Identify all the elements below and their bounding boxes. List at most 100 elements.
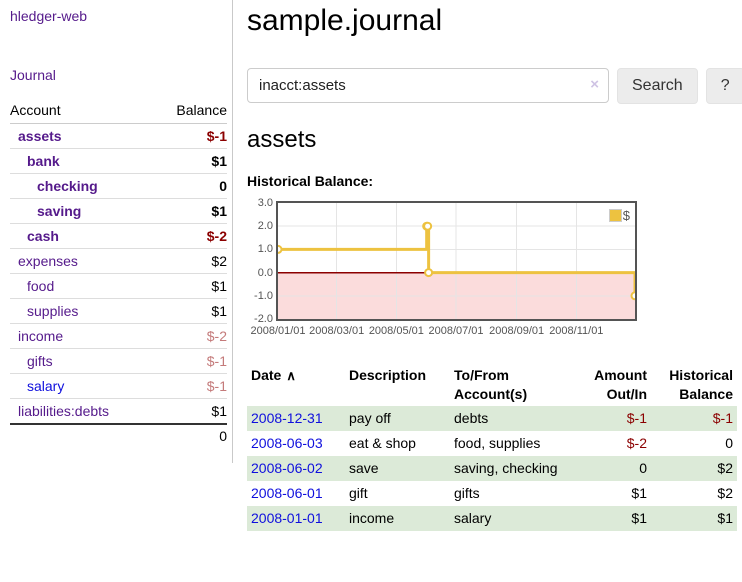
transaction-date-link[interactable]: 2008-12-31 (251, 410, 323, 426)
account-row: income $-2 (10, 323, 227, 349)
transaction-description: gift (349, 485, 368, 501)
y-axis-tick-label: 0.0 (257, 266, 273, 279)
account-row: saving $1 (10, 198, 227, 224)
transaction-accounts: food, supplies (454, 435, 541, 451)
historical-balance-chart[interactable]: $ 3.0 2.0 1.0 0.0 -1.0 -2.0 2008/01/01 2008/03/… (247, 197, 727, 343)
account-row: liabilities:debts $1 (10, 398, 227, 424)
sidebar-account-link[interactable]: income (18, 328, 64, 344)
sidebar-account-link[interactable]: liabilities:debts (18, 403, 110, 419)
search-button[interactable]: Search (617, 68, 698, 104)
sidebar-account-link[interactable]: cash (27, 228, 59, 244)
accounts-header-balance: Balance (153, 98, 227, 124)
transaction-accounts: saving, checking (454, 460, 558, 476)
register-column-label: Description (349, 367, 427, 383)
accounts-header-account: Account (10, 98, 154, 124)
sidebar-account-balance: $1 (153, 298, 227, 324)
sidebar-account-link[interactable]: food (27, 278, 55, 294)
sidebar: hledger-web Journal Account Balance asse… (0, 0, 233, 463)
search-form: × Search ? (247, 68, 742, 104)
transaction-accounts: gifts (454, 485, 480, 501)
sidebar-account-link[interactable]: assets (18, 128, 62, 144)
accounts-header-row: Account Balance (10, 98, 227, 124)
transaction-amount: $1 (631, 510, 647, 526)
account-row: expenses $2 (10, 248, 227, 274)
register-column-label: To/From Account(s) (454, 367, 528, 402)
x-axis-tick-label: 2008/07/01 (428, 325, 484, 337)
sidebar-account-link[interactable]: checking (37, 178, 98, 194)
account-row: food $1 (10, 273, 227, 299)
sidebar-account-balance: $-1 (153, 348, 227, 374)
accounts-total-row: 0 (10, 423, 227, 447)
legend-swatch-icon (608, 209, 622, 222)
transaction-accounts: salary (454, 510, 492, 526)
register-column-label: Historical Balance (669, 367, 733, 402)
y-axis-tick-label: -2.0 (254, 313, 273, 325)
search-box: × (247, 68, 609, 104)
help-button[interactable]: ? (705, 68, 742, 104)
transaction-description: save (349, 460, 379, 476)
account-row: salary $-1 (10, 373, 227, 399)
transaction-balance: $2 (717, 485, 733, 501)
sidebar-account-balance: $-1 (153, 373, 227, 399)
sidebar-account-balance: $1 (153, 398, 227, 424)
account-row: bank $1 (10, 148, 227, 174)
transaction-description: eat & shop (349, 435, 416, 451)
chart-legend: $ (608, 208, 630, 223)
sidebar-account-link[interactable]: expenses (18, 253, 78, 269)
transaction-amount: $-1 (626, 410, 647, 426)
app-title-link[interactable]: hledger-web (10, 8, 88, 24)
y-axis-tick-label: 2.0 (257, 220, 273, 233)
x-axis-tick-label: 2008/03/01 (309, 325, 365, 337)
register-column-label: Amount Out/In (594, 367, 647, 402)
transaction-balance: 0 (725, 435, 733, 451)
accounts-total-value: 0 (153, 423, 227, 447)
transaction-balance: $1 (717, 510, 733, 526)
accounts-table: Account Balance assets $-1 bank $1 checking 0… (10, 98, 227, 447)
x-axis-tick-label: 2008/11/01 (549, 325, 604, 337)
account-row: gifts $-1 (10, 348, 227, 374)
journal-link[interactable]: Journal (10, 67, 56, 83)
register-column-header[interactable]: Amount Out/In (564, 364, 651, 406)
transaction-amount: $1 (631, 485, 647, 501)
sidebar-account-link[interactable]: bank (27, 153, 60, 169)
legend-label: $ (622, 208, 630, 223)
account-row: supplies $1 (10, 298, 227, 324)
transaction-balance: $2 (717, 460, 733, 476)
transaction-description: income (349, 510, 395, 526)
sidebar-account-balance: 0 (153, 173, 227, 199)
sidebar-account-link[interactable]: gifts (27, 353, 53, 369)
account-row: cash $-2 (10, 223, 227, 249)
register-column-header[interactable]: Date ∧ (247, 364, 345, 406)
chart-plot-area[interactable]: $ (276, 201, 637, 321)
register-row: 2008-06-02 save saving, checking 0 $2 (247, 456, 737, 481)
register-table: Date ∧ Description To/From Account(s) Amount… (247, 364, 737, 531)
search-input[interactable] (247, 68, 609, 103)
transaction-date-link[interactable]: 2008-06-01 (251, 485, 323, 501)
register-header-row: Date ∧ Description To/From Account(s) Amount… (247, 364, 737, 406)
clear-search-icon[interactable]: × (590, 76, 599, 93)
accounts-total-spacer (10, 423, 154, 447)
transaction-date-link[interactable]: 2008-06-02 (251, 460, 323, 476)
register-row: 2008-01-01 income salary $1 $1 (247, 506, 737, 531)
main-content: sample.journal × Search ? assets Histori… (233, 0, 742, 531)
transaction-amount: 0 (639, 460, 647, 476)
transaction-date-link[interactable]: 2008-01-01 (251, 510, 323, 526)
transaction-description: pay off (349, 410, 391, 426)
page: hledger-web Journal Account Balance asse… (0, 0, 742, 531)
register-column-header[interactable]: Historical Balance (651, 364, 737, 406)
sidebar-account-link[interactable]: saving (37, 203, 82, 219)
transaction-date-link[interactable]: 2008-06-03 (251, 435, 323, 451)
sidebar-account-balance: $1 (153, 273, 227, 299)
register-column-header[interactable]: Description (345, 364, 450, 406)
y-axis-tick-label: 3.0 (257, 197, 273, 209)
sidebar-account-link[interactable]: supplies (27, 303, 79, 319)
sidebar-account-balance: $1 (153, 148, 227, 174)
sidebar-account-balance: $1 (153, 198, 227, 224)
sort-ascending-icon: ∧ (286, 368, 296, 383)
register-column-header[interactable]: To/From Account(s) (450, 364, 564, 406)
transaction-accounts: debts (454, 410, 489, 426)
chart-title: Historical Balance: (247, 173, 374, 189)
sidebar-account-balance: $2 (153, 248, 227, 274)
transaction-amount: $-2 (626, 435, 647, 451)
sidebar-account-link[interactable]: salary (27, 378, 65, 394)
